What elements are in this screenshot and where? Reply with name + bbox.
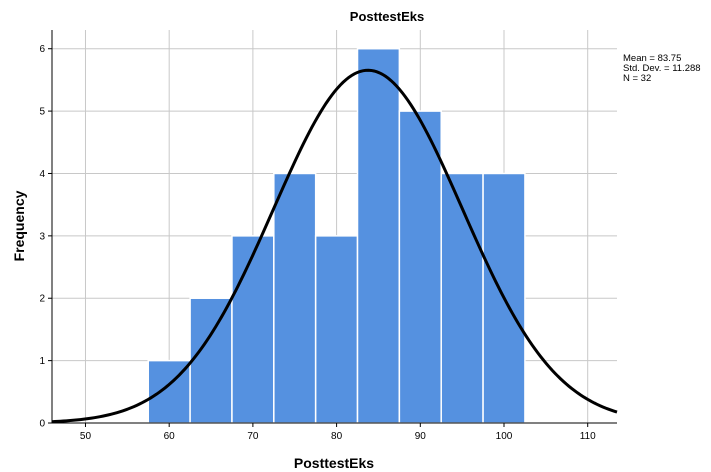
stats-line: Std. Dev. = 11.288 <box>623 63 701 74</box>
axes <box>51 30 617 424</box>
stats-line: Mean = 83.75 <box>623 53 681 64</box>
x-axis-label: PosttestEks <box>294 455 374 471</box>
y-tick-label: 4 <box>39 169 45 180</box>
x-axis-ticks: 50 60 70 80 90 100 110 <box>80 423 596 442</box>
y-tick-label: 0 <box>39 419 45 430</box>
y-axis-label: Frequency <box>11 190 27 261</box>
histogram-bar <box>314 235 359 424</box>
y-tick-label: 2 <box>39 294 45 305</box>
histogram-bar <box>189 297 233 424</box>
x-tick-label: 100 <box>496 431 513 442</box>
x-tick-label: 60 <box>164 431 176 442</box>
y-tick-label: 3 <box>39 231 45 242</box>
histogram-bar <box>356 47 401 424</box>
histogram-bar <box>273 172 317 424</box>
normal-curve <box>51 68 618 424</box>
x-tick-label: 80 <box>331 431 343 442</box>
x-tick-label: 90 <box>415 431 427 442</box>
histogram-bar <box>398 110 442 424</box>
x-tick-label: 70 <box>247 431 259 442</box>
x-tick-label: 50 <box>80 431 92 442</box>
histogram-bar <box>440 172 484 424</box>
chart-title: PosttestEks <box>350 9 424 24</box>
histogram-bars <box>147 47 526 424</box>
y-axis-ticks: 0 1 2 3 4 5 6 <box>39 44 52 430</box>
y-tick-label: 5 <box>39 107 45 118</box>
x-tick-label: 110 <box>580 431 596 442</box>
histogram-bar <box>231 235 275 424</box>
y-tick-label: 1 <box>39 356 45 367</box>
stats-line: N = 32 <box>623 73 651 84</box>
y-tick-label: 6 <box>39 44 45 55</box>
